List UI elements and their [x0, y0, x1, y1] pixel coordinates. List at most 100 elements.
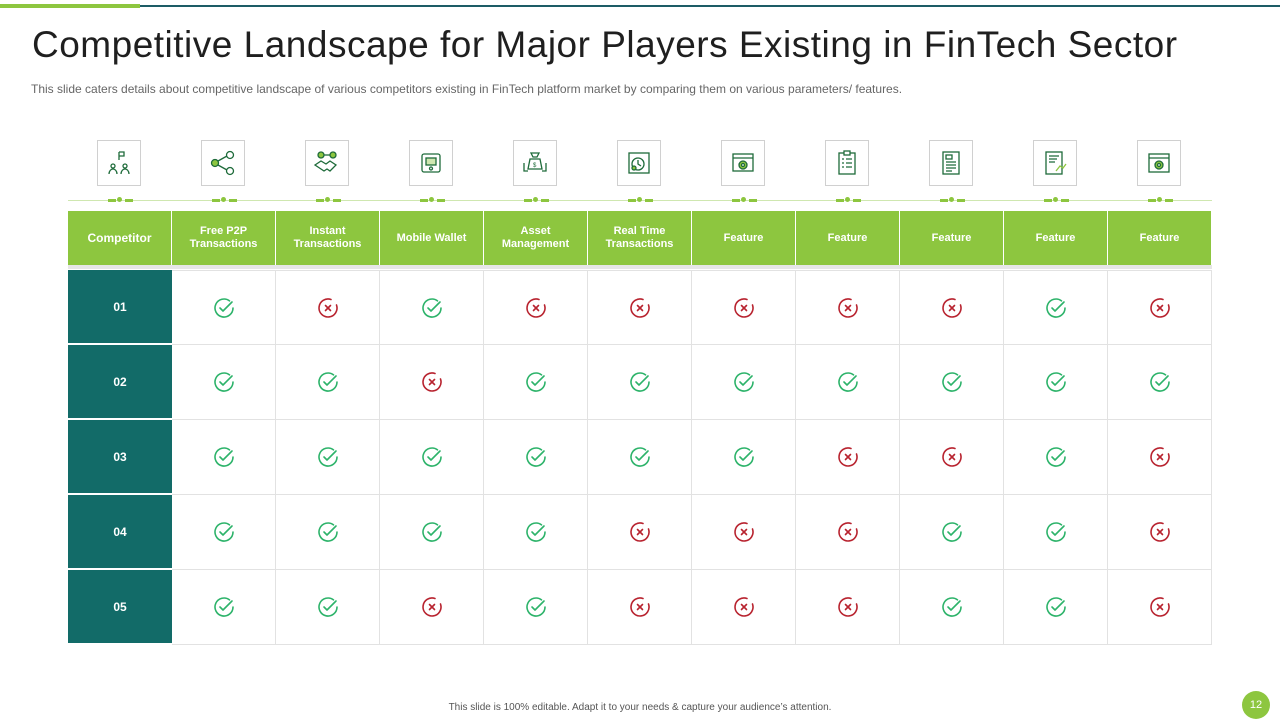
- header-cell: Mobile Wallet: [380, 211, 484, 265]
- connector-dash: [1165, 199, 1173, 202]
- connector-dash: [541, 199, 549, 202]
- table-cell: [1004, 270, 1108, 345]
- check-icon: [524, 595, 548, 619]
- check-icon: [1044, 520, 1068, 544]
- connector-dash: [1044, 199, 1052, 202]
- row-label: 04: [68, 495, 172, 569]
- check-icon: [1044, 595, 1068, 619]
- table-cell: [900, 495, 1004, 570]
- header-competitor: Competitor: [68, 211, 172, 265]
- table-cell: [172, 495, 276, 570]
- web-gear-icon: [1137, 140, 1181, 186]
- icon-column: [68, 140, 172, 210]
- connector-dot: [1157, 197, 1162, 202]
- check-icon: [732, 445, 756, 469]
- asset-management-icon: $: [513, 140, 557, 186]
- table-cell: [172, 420, 276, 495]
- table-cell: [692, 270, 796, 345]
- check-icon: [524, 520, 548, 544]
- table-cell: [796, 570, 900, 645]
- icon-column: [900, 140, 1004, 210]
- connector-dash: [108, 199, 116, 202]
- report-icon: [1033, 140, 1077, 186]
- check-icon: [524, 445, 548, 469]
- table-cell: [900, 345, 1004, 420]
- check-icon: [940, 520, 964, 544]
- cross-icon: [628, 296, 652, 320]
- cross-icon: [836, 595, 860, 619]
- footer-note: This slide is 100% editable. Adapt it to…: [448, 702, 832, 713]
- check-icon: [732, 370, 756, 394]
- table-cell: [484, 570, 588, 645]
- cross-icon: [628, 595, 652, 619]
- connector-dot: [533, 197, 538, 202]
- table-cell: [1108, 420, 1212, 495]
- connector-dot: [637, 197, 642, 202]
- header-cell: Feature: [1108, 211, 1212, 265]
- connector-dash: [333, 199, 341, 202]
- connector-dot: [117, 197, 122, 202]
- header-shadow: [68, 265, 1212, 269]
- check-icon: [1148, 370, 1172, 394]
- table-cell: [484, 270, 588, 345]
- cross-icon: [1148, 520, 1172, 544]
- table-cell: [276, 570, 380, 645]
- header-cell: Asset Management: [484, 211, 588, 265]
- table-cell: [276, 495, 380, 570]
- connector-dot: [741, 197, 746, 202]
- check-icon: [316, 595, 340, 619]
- header-cell: Instant Transactions: [276, 211, 380, 265]
- cross-icon: [420, 370, 444, 394]
- table-cell: [380, 345, 484, 420]
- table-cell: [484, 420, 588, 495]
- check-icon: [212, 595, 236, 619]
- table-cell: [692, 570, 796, 645]
- connector-dash: [628, 199, 636, 202]
- cross-icon: [732, 296, 756, 320]
- top-rule: [0, 5, 1280, 7]
- connector-dash: [836, 199, 844, 202]
- check-icon: [836, 370, 860, 394]
- page-number-badge: 12: [1242, 691, 1270, 719]
- table-cell: [796, 270, 900, 345]
- cross-icon: [836, 520, 860, 544]
- table-cell: [692, 420, 796, 495]
- connector-dash: [1061, 199, 1069, 202]
- cross-icon: [940, 445, 964, 469]
- icon-column: [1004, 140, 1108, 210]
- check-icon: [212, 445, 236, 469]
- icon-column: $: [484, 140, 588, 210]
- check-icon: [1044, 370, 1068, 394]
- check-icon: [316, 520, 340, 544]
- header-cell: Feature: [900, 211, 1004, 265]
- cross-icon: [316, 296, 340, 320]
- row-label: 01: [68, 270, 172, 344]
- check-icon: [628, 370, 652, 394]
- table-cell: [692, 495, 796, 570]
- table-cell: [276, 420, 380, 495]
- cross-icon: [732, 595, 756, 619]
- top-accent-bar: [0, 4, 140, 8]
- table-cell: [484, 345, 588, 420]
- table-cell: [796, 420, 900, 495]
- svg-text:$: $: [533, 163, 537, 169]
- check-icon: [212, 370, 236, 394]
- table-cell: [380, 495, 484, 570]
- check-icon: [940, 595, 964, 619]
- table-cell: [172, 345, 276, 420]
- icon-column: [380, 140, 484, 210]
- table-cell: [276, 270, 380, 345]
- table-cell: [1004, 345, 1108, 420]
- table-cell: [588, 270, 692, 345]
- table-cell: [1108, 345, 1212, 420]
- table-cell: [900, 420, 1004, 495]
- cross-icon: [628, 520, 652, 544]
- checklist-icon: [825, 140, 869, 186]
- check-icon: [524, 370, 548, 394]
- cross-icon: [1148, 595, 1172, 619]
- table-cell: [1108, 495, 1212, 570]
- people-network-icon: [97, 140, 141, 186]
- table-cell: [1108, 270, 1212, 345]
- connector-dash: [437, 199, 445, 202]
- table-cell: [276, 345, 380, 420]
